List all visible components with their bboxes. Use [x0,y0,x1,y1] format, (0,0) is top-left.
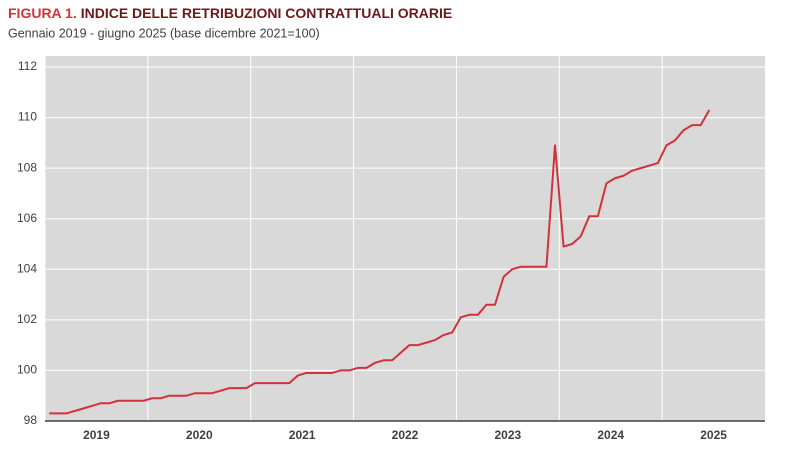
chart-title: INDICE DELLE RETRIBUZIONI CONTRATTUALI O… [81,5,453,21]
x-tick-label: 2020 [186,428,213,442]
y-tick-label: 112 [18,59,37,73]
chart-subtitle: Gennaio 2019 - giugno 2025 (base dicembr… [8,26,320,40]
y-tick-label: 98 [24,413,38,427]
y-tick-label: 102 [17,312,37,326]
figure-label: FIGURA 1. [8,5,77,21]
x-tick-label: 2021 [289,428,316,442]
plot-background [45,56,765,421]
y-tick-label: 104 [17,261,37,275]
chart-heading: FIGURA 1. INDICE DELLE RETRIBUZIONI CONTR… [8,5,452,21]
x-tick-label: 2024 [597,428,624,442]
data-line [49,109,711,415]
x-tick-label: 2025 [700,428,727,442]
y-tick-label: 100 [17,363,37,377]
x-tick-label: 2022 [392,428,419,442]
y-tick-label: 106 [17,211,37,225]
y-tick-label: 110 [18,110,37,124]
y-tick-label: 108 [17,160,37,174]
x-tick-label: 2019 [83,428,110,442]
x-tick-label: 2023 [495,428,522,442]
